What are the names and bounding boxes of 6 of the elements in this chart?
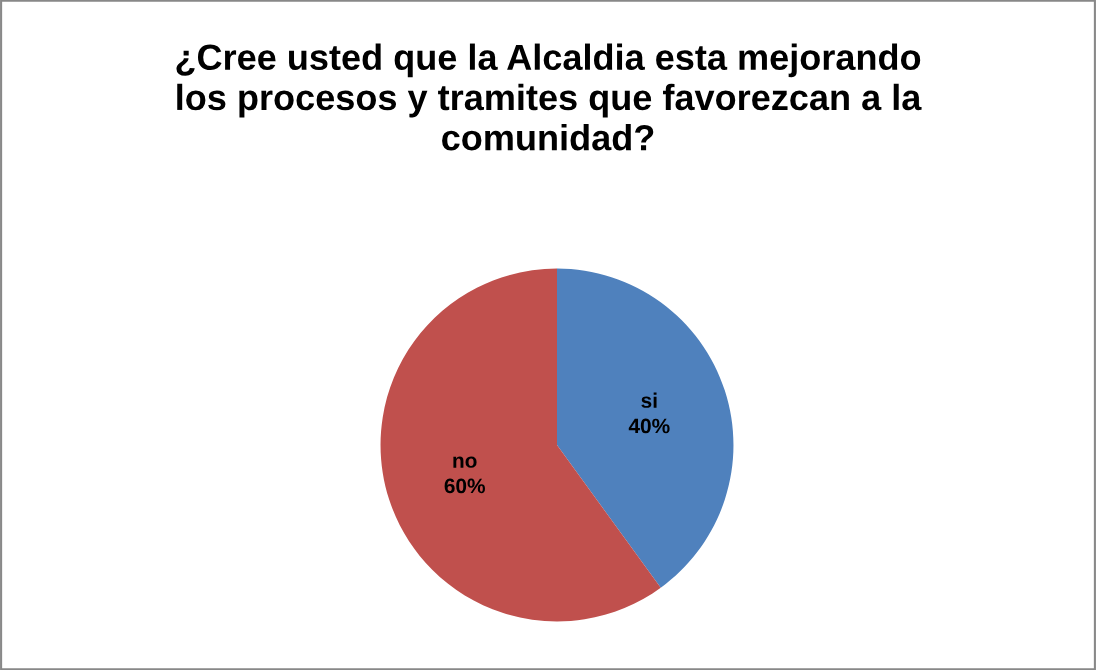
slice-label: si (641, 392, 657, 408)
pie-slice (557, 268, 734, 588)
slice-label: no (453, 456, 477, 468)
chart-title: ¿Cree usted que la Alcaldia esta mejorando los procesos y tramites que favorezcan a la comunidad? (176, 43, 922, 151)
data-label: 60% (444, 478, 485, 494)
data-label: 40% (628, 418, 670, 434)
